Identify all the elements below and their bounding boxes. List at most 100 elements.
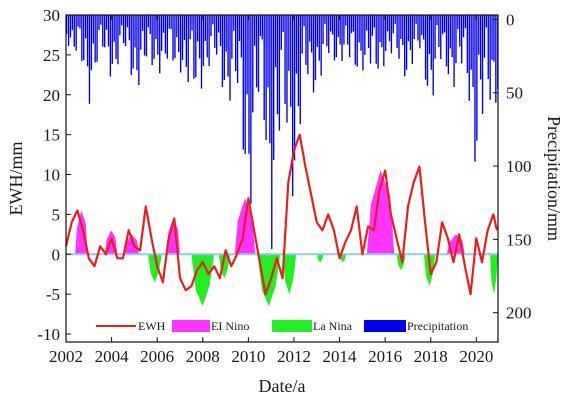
precipitation-bar bbox=[432, 15, 434, 96]
precipitation-bar bbox=[92, 15, 94, 44]
precipitation-bar bbox=[246, 15, 248, 95]
precipitation-bar bbox=[100, 15, 102, 25]
precipitation-bar bbox=[307, 15, 309, 75]
precipitation-bar bbox=[318, 15, 320, 61]
precipitation-bar bbox=[299, 15, 301, 125]
y-right-tick-label: 50 bbox=[506, 84, 523, 103]
precipitation-bar bbox=[426, 15, 429, 86]
precipitation-bar bbox=[140, 15, 142, 50]
precipitation-bar bbox=[402, 15, 404, 45]
precipitation-bar bbox=[109, 15, 112, 77]
x-axis-label: Date/a bbox=[259, 376, 306, 396]
precipitation-bar bbox=[394, 15, 396, 24]
precipitation-bar bbox=[185, 15, 188, 68]
precipitation-bar bbox=[398, 15, 400, 59]
precipitation-bar bbox=[316, 15, 319, 47]
precipitation-bar bbox=[352, 15, 355, 32]
precipitation-bar bbox=[379, 15, 381, 42]
precipitation-bar bbox=[314, 15, 317, 81]
legend-precipitation-label: Precipitation bbox=[407, 319, 468, 333]
precipitation-bar bbox=[272, 15, 275, 160]
precipitation-bar bbox=[216, 15, 218, 55]
precipitation-bar bbox=[310, 15, 313, 53]
precipitation-bar bbox=[415, 15, 417, 24]
y-right-tick-label: 0 bbox=[506, 10, 515, 29]
precipitation-bar bbox=[367, 15, 370, 49]
precipitation-bar bbox=[219, 15, 222, 46]
y-left-tick-label: 25 bbox=[43, 46, 60, 65]
precipitation-bar bbox=[107, 15, 110, 47]
precipitation-bar bbox=[71, 15, 74, 31]
precipitation-bar bbox=[441, 15, 444, 35]
precipitation-bar bbox=[339, 15, 341, 45]
precipitation-bar bbox=[320, 15, 322, 76]
precipitation-bar bbox=[358, 15, 360, 43]
precipitation-bar bbox=[147, 15, 150, 28]
precipitation-bar bbox=[421, 15, 423, 35]
precipitation-bar bbox=[447, 15, 450, 75]
precipitation-bar bbox=[417, 15, 419, 41]
precipitation-bar bbox=[290, 15, 292, 107]
precipitation-bar bbox=[151, 15, 153, 66]
precipitation-bar bbox=[291, 15, 294, 197]
precipitation-bar bbox=[348, 15, 351, 58]
precipitation-bar bbox=[136, 15, 138, 71]
precipitation-bar bbox=[443, 15, 446, 33]
precipitation-bar bbox=[143, 15, 146, 56]
legend-ewh-label: EWH bbox=[138, 319, 166, 333]
precipitation-bar bbox=[479, 15, 482, 80]
x-tick-label: 2014 bbox=[323, 347, 358, 366]
precipitation-bar bbox=[253, 15, 256, 46]
precipitation-bar bbox=[183, 15, 186, 41]
precipitation-bar bbox=[354, 15, 357, 65]
precipitation-bar bbox=[79, 15, 81, 29]
precipitation-bar bbox=[274, 15, 277, 68]
precipitation-bar bbox=[75, 15, 77, 51]
precipitation-bar bbox=[449, 15, 451, 49]
precipitation-bar bbox=[388, 15, 391, 42]
precipitation-bar bbox=[297, 15, 300, 107]
precipitation-bar bbox=[174, 15, 176, 59]
precipitation-bar bbox=[470, 15, 472, 70]
precipitation-bar bbox=[159, 15, 161, 74]
precipitation-bar bbox=[468, 15, 470, 101]
precipitation-bar bbox=[309, 15, 311, 42]
legend-el-nino-label: EI Nino bbox=[211, 319, 249, 333]
precipitation-bar bbox=[491, 15, 493, 60]
precipitation-bar bbox=[221, 15, 224, 88]
precipitation-bar bbox=[117, 15, 119, 65]
y-right-tick-label: 150 bbox=[506, 230, 532, 249]
precipitation-bar bbox=[343, 15, 345, 45]
precipitation-bar bbox=[189, 15, 191, 40]
precipitation-bar bbox=[466, 15, 469, 74]
precipitation-bar bbox=[181, 15, 184, 60]
precipitation-bar bbox=[113, 15, 115, 42]
precipitation-bar bbox=[223, 15, 225, 80]
precipitation-bar bbox=[434, 15, 436, 59]
precipitation-bar bbox=[381, 15, 383, 48]
precipitation-bar bbox=[121, 15, 123, 26]
precipitation-bar bbox=[278, 15, 281, 131]
x-tick-label: 2016 bbox=[368, 347, 402, 366]
precipitation-bar bbox=[200, 15, 203, 89]
legend-la-nina-label: La Nina bbox=[313, 319, 353, 333]
precipitation-bar bbox=[157, 15, 159, 55]
precipitation-bar bbox=[350, 15, 353, 34]
precipitation-bar bbox=[98, 15, 100, 31]
y-left-tick-label: 30 bbox=[43, 6, 60, 25]
precipitation-bar bbox=[493, 15, 495, 62]
precipitation-bar bbox=[88, 15, 91, 104]
precipitation-bar bbox=[66, 15, 68, 34]
precipitation-bar bbox=[284, 15, 286, 104]
precipitation-bar bbox=[153, 15, 155, 59]
la-nina-fill bbox=[282, 254, 297, 295]
precipitation-bar bbox=[217, 15, 220, 33]
precipitation-bar bbox=[259, 15, 262, 37]
precipitation-bar bbox=[208, 15, 210, 67]
precipitation-bar bbox=[385, 15, 387, 51]
precipitation-bar bbox=[411, 15, 413, 64]
precipitation-bar bbox=[252, 15, 254, 113]
precipitation-bar bbox=[261, 15, 263, 40]
legend-el-nino-swatch bbox=[172, 320, 210, 332]
precipitation-bar bbox=[227, 15, 229, 77]
